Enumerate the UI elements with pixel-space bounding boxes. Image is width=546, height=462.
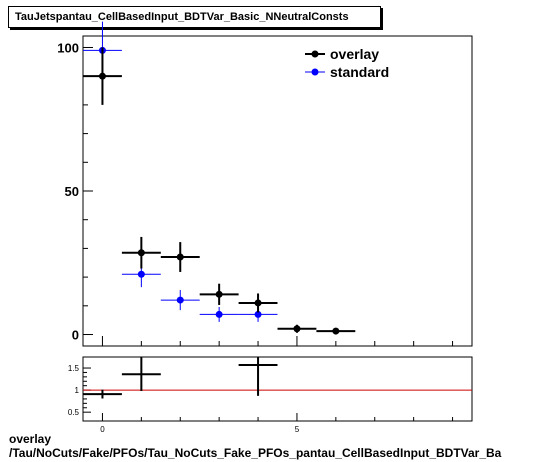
- legend-label-overlay: overlay: [330, 46, 379, 62]
- overlay-point: [215, 290, 223, 298]
- ratio-y-tick-label: 1: [75, 386, 80, 395]
- plot-title: TauJetspantau_CellBasedInput_BDTVar_Basi…: [15, 11, 349, 23]
- legend-marker-standard: [311, 68, 319, 76]
- overlay-point: [254, 299, 262, 307]
- overlay-point: [332, 327, 340, 335]
- overlay-point: [98, 72, 106, 80]
- overlay-point: [293, 325, 301, 333]
- ratio-frame: [82, 356, 473, 422]
- standard-point: [215, 310, 223, 318]
- legend-label-standard: standard: [330, 64, 389, 80]
- overlay-point: [137, 249, 145, 257]
- main-frame: [82, 35, 473, 347]
- y-tick-label: 50: [65, 184, 79, 199]
- ratio-y-tick-label: 1.5: [68, 364, 80, 373]
- standard-point: [176, 296, 184, 304]
- legend-marker-overlay: [311, 50, 319, 58]
- overlay-point: [176, 253, 184, 261]
- legend: overlay standard: [305, 46, 389, 80]
- main-panel: 0 50 100: [57, 21, 454, 346]
- ratio-x-tick-label: 0: [100, 425, 105, 434]
- footer-line-2: /Tau/NoCuts/Fake/PFOs/Tau_NoCuts_Fake_PF…: [9, 446, 502, 460]
- footer-line-1: overlay: [9, 432, 52, 446]
- ratio-panel: 0.5 1 1.5 0 5: [68, 357, 472, 434]
- y-tick-label: 100: [57, 40, 79, 55]
- standard-point: [254, 310, 262, 318]
- y-tick-label: 0: [72, 328, 79, 343]
- plot-title-box: TauJetspantau_CellBasedInput_BDTVar_Basi…: [8, 6, 381, 28]
- ratio-x-tick-label: 5: [295, 425, 300, 434]
- standard-point: [137, 270, 145, 278]
- ratio-y-tick-label: 0.5: [68, 408, 80, 417]
